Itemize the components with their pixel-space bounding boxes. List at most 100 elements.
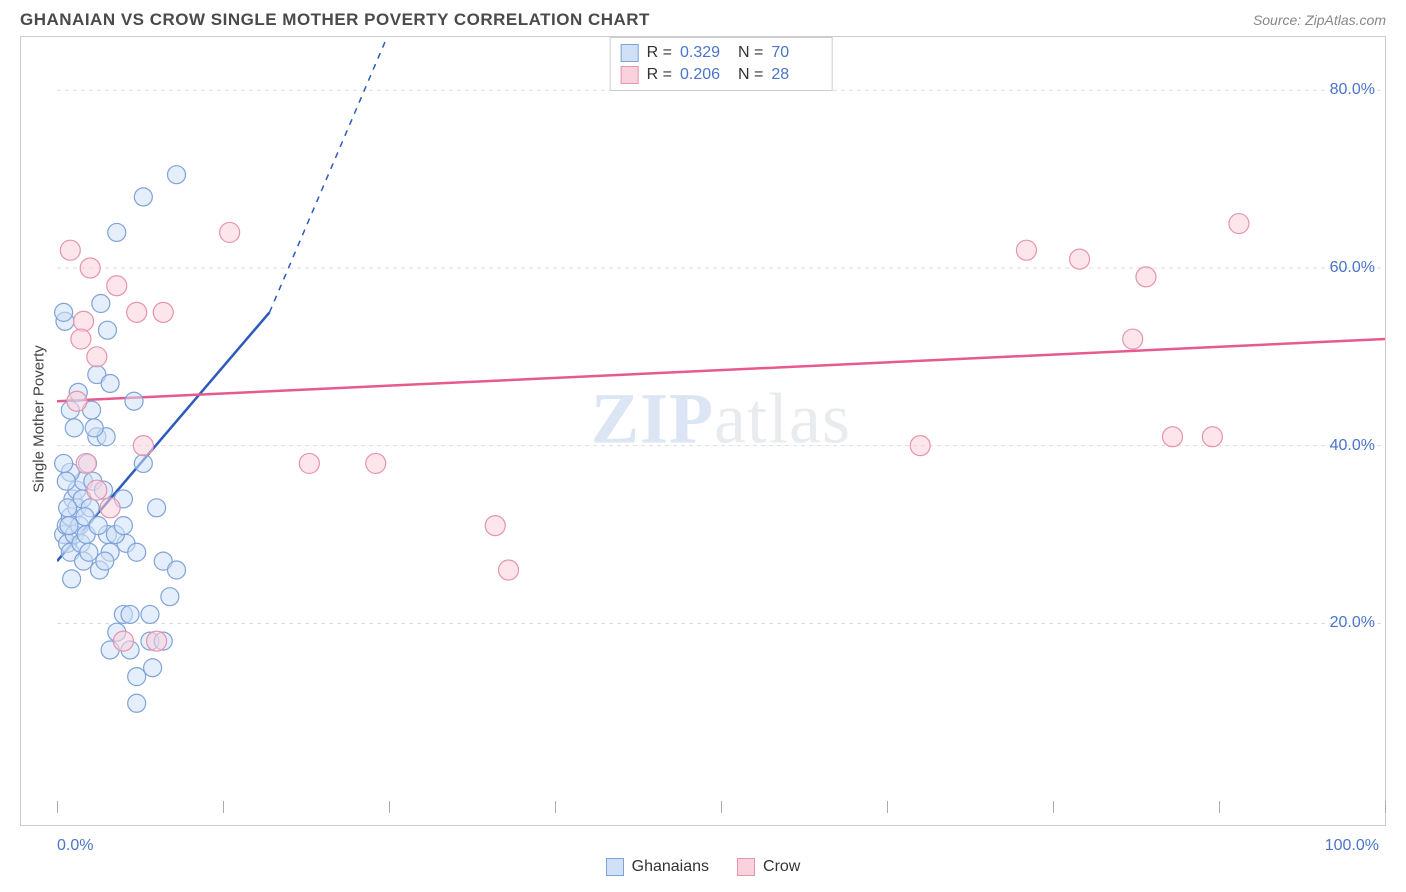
point-ghanaians bbox=[59, 499, 77, 517]
point-ghanaians bbox=[168, 166, 186, 184]
point-crow bbox=[366, 453, 386, 473]
point-crow bbox=[127, 302, 147, 322]
point-crow bbox=[1123, 329, 1143, 349]
stat-r-value: 0.329 bbox=[680, 44, 730, 62]
point-crow bbox=[107, 276, 127, 296]
x-tick-min: 0.0% bbox=[57, 837, 93, 855]
y-tick-label: 80.0% bbox=[1330, 81, 1375, 99]
point-crow bbox=[485, 516, 505, 536]
point-crow bbox=[133, 436, 153, 456]
x-tick bbox=[887, 801, 888, 813]
stat-r-value: 0.206 bbox=[680, 66, 730, 84]
point-crow bbox=[71, 329, 91, 349]
point-crow bbox=[87, 480, 107, 500]
point-crow bbox=[153, 302, 173, 322]
x-tick bbox=[1385, 801, 1386, 813]
point-ghanaians bbox=[92, 295, 110, 313]
point-crow bbox=[910, 436, 930, 456]
point-crow bbox=[299, 453, 319, 473]
x-tick-max: 100.0% bbox=[1325, 837, 1379, 855]
point-crow bbox=[80, 258, 100, 278]
x-tick bbox=[721, 801, 722, 813]
point-ghanaians bbox=[63, 570, 81, 588]
point-crow bbox=[1163, 427, 1183, 447]
point-ghanaians bbox=[96, 552, 114, 570]
y-tick-label: 20.0% bbox=[1330, 614, 1375, 632]
point-crow bbox=[1070, 249, 1090, 269]
legend-item-ghanaians: Ghanaians bbox=[606, 858, 709, 876]
stat-n-label: N = bbox=[738, 44, 763, 62]
point-ghanaians bbox=[125, 392, 143, 410]
point-crow bbox=[147, 631, 167, 651]
point-ghanaians bbox=[148, 499, 166, 517]
legend-swatch bbox=[606, 858, 624, 876]
x-tick bbox=[57, 801, 58, 813]
point-crow bbox=[499, 560, 519, 580]
point-ghanaians bbox=[108, 223, 126, 241]
point-ghanaians bbox=[60, 517, 78, 535]
trendline-crow bbox=[57, 339, 1385, 401]
point-ghanaians bbox=[141, 605, 159, 623]
point-crow bbox=[1016, 240, 1036, 260]
point-ghanaians bbox=[128, 694, 146, 712]
point-crow bbox=[60, 240, 80, 260]
stat-n-label: N = bbox=[738, 66, 763, 84]
point-ghanaians bbox=[134, 188, 152, 206]
chart-title: GHANAIAN VS CROW SINGLE MOTHER POVERTY C… bbox=[20, 10, 650, 30]
stats-legend: R = 0.329 N = 70R = 0.206 N = 28 bbox=[610, 37, 833, 91]
legend-swatch bbox=[621, 44, 639, 62]
point-ghanaians bbox=[134, 454, 152, 472]
point-ghanaians bbox=[55, 303, 73, 321]
x-tick bbox=[223, 801, 224, 813]
point-ghanaians bbox=[121, 605, 139, 623]
stat-n-value: 70 bbox=[771, 44, 821, 62]
legend-label: Crow bbox=[763, 858, 800, 876]
legend-swatch bbox=[737, 858, 755, 876]
stat-n-value: 28 bbox=[771, 66, 821, 84]
chart-container: ZIPatlas Single Mother Poverty R = 0.329… bbox=[20, 36, 1386, 826]
footer-legend: Ghanaians Crow bbox=[0, 858, 1406, 876]
stat-r-label: R = bbox=[647, 44, 672, 62]
x-tick bbox=[1053, 801, 1054, 813]
point-ghanaians bbox=[114, 517, 132, 535]
plot-svg bbox=[57, 37, 1385, 801]
point-ghanaians bbox=[128, 668, 146, 686]
point-ghanaians bbox=[80, 543, 98, 561]
point-crow bbox=[100, 498, 120, 518]
point-ghanaians bbox=[144, 659, 162, 677]
y-tick-label: 40.0% bbox=[1330, 437, 1375, 455]
x-tick bbox=[389, 801, 390, 813]
legend-swatch bbox=[621, 66, 639, 84]
legend-label: Ghanaians bbox=[632, 858, 709, 876]
point-ghanaians bbox=[55, 454, 73, 472]
point-ghanaians bbox=[85, 419, 103, 437]
point-crow bbox=[74, 311, 94, 331]
point-crow bbox=[1202, 427, 1222, 447]
y-axis-label: Single Mother Poverty bbox=[31, 345, 48, 493]
point-crow bbox=[220, 222, 240, 242]
point-crow bbox=[1136, 267, 1156, 287]
point-crow bbox=[67, 391, 87, 411]
trendline-dashed-ghanaians bbox=[269, 0, 481, 312]
stats-row-crow: R = 0.206 N = 28 bbox=[621, 64, 822, 86]
stat-r-label: R = bbox=[647, 66, 672, 84]
x-tick bbox=[1219, 801, 1220, 813]
legend-item-crow: Crow bbox=[737, 858, 800, 876]
stats-row-ghanaians: R = 0.329 N = 70 bbox=[621, 42, 822, 64]
x-tick bbox=[555, 801, 556, 813]
point-ghanaians bbox=[89, 517, 107, 535]
point-ghanaians bbox=[98, 321, 116, 339]
point-ghanaians bbox=[161, 588, 179, 606]
point-ghanaians bbox=[168, 561, 186, 579]
y-tick-label: 60.0% bbox=[1330, 259, 1375, 277]
plot-area: ZIPatlas Single Mother Poverty R = 0.329… bbox=[57, 37, 1385, 801]
chart-source: Source: ZipAtlas.com bbox=[1253, 12, 1386, 28]
point-crow bbox=[76, 453, 96, 473]
point-ghanaians bbox=[101, 374, 119, 392]
point-crow bbox=[1229, 214, 1249, 234]
point-crow bbox=[113, 631, 133, 651]
point-ghanaians bbox=[57, 472, 75, 490]
point-ghanaians bbox=[65, 419, 83, 437]
point-ghanaians bbox=[128, 543, 146, 561]
point-crow bbox=[87, 347, 107, 367]
